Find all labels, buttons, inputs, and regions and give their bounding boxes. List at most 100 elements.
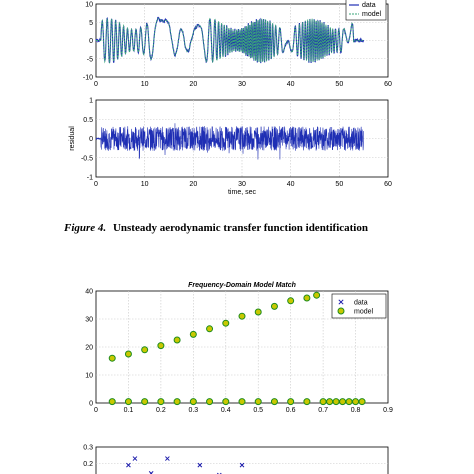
- y-tick-label: 0: [89, 401, 93, 408]
- y-tick-label: 0.5: [83, 117, 93, 124]
- model-marker: [108, 398, 116, 406]
- legend-model-label: model: [362, 11, 382, 18]
- y-tick-label: 0.2: [83, 461, 93, 468]
- series-residual-line: [95, 123, 364, 160]
- data-marker-stroke: [197, 462, 203, 468]
- y-tick-label: 40: [85, 289, 93, 296]
- model-marker: [206, 325, 214, 333]
- model-marker: [157, 342, 165, 350]
- x-tick-label: 0.2: [156, 407, 166, 414]
- y-tick-label: 5: [89, 20, 93, 27]
- x-tick-label: 0: [94, 81, 98, 88]
- y-tick-label: 0: [89, 38, 93, 45]
- model-marker: [189, 398, 197, 406]
- model-marker: [124, 350, 132, 358]
- data-marker-stroke: [165, 456, 170, 461]
- x-tick-label: 50: [335, 181, 343, 188]
- y-tick-label: -5: [87, 56, 93, 63]
- x-tick-label: 0.6: [286, 407, 296, 414]
- x-tick-label: 50: [335, 81, 343, 88]
- model-marker: [303, 294, 311, 302]
- chart-residual: 0 10 20 30 40 50 60 1 0.5 0 -0.5 -1 time, sec residua…: [69, 98, 392, 197]
- model-marker: [238, 312, 246, 320]
- x-tick-label: 0.5: [253, 407, 263, 414]
- y-tick-label: 20: [85, 345, 93, 352]
- legend-data-label: data: [362, 2, 376, 9]
- y-tick-label: -10: [83, 75, 93, 82]
- y-tick-label: 0: [89, 136, 93, 143]
- legend-data-label: data: [354, 300, 368, 307]
- model-marker: [313, 291, 321, 299]
- figure-caption-text: Unsteady aerodynamic transfer function i…: [113, 222, 368, 234]
- legend-model-label: model: [354, 309, 374, 316]
- x-tick-label: 0.4: [221, 407, 231, 414]
- model-marker: [287, 398, 295, 406]
- model-marker: [238, 398, 246, 406]
- model-marker: [189, 330, 197, 338]
- model-marker: [332, 398, 340, 406]
- x-tick-label: 0.3: [188, 407, 198, 414]
- y-tick-label: 10: [85, 2, 93, 9]
- model-marker: [173, 336, 181, 344]
- model-marker: [222, 319, 230, 327]
- model-marker: [287, 297, 295, 305]
- x-tick-label: 10: [141, 81, 149, 88]
- chart-title: Frequency-Domain Model Match: [188, 282, 296, 289]
- model-marker: [339, 398, 347, 406]
- data-marker: [197, 462, 203, 468]
- model-marker: [319, 398, 327, 406]
- figure-caption-label: Figure 4.: [63, 222, 106, 234]
- data-marker: [239, 462, 245, 468]
- x-tick-label: 20: [189, 81, 197, 88]
- data-marker-stroke: [149, 471, 154, 474]
- model-marker: [303, 398, 311, 406]
- model-marker: [270, 398, 278, 406]
- x-tick-label: 40: [287, 81, 295, 88]
- y-tick-label: 1: [89, 98, 93, 105]
- model-marker: [108, 354, 116, 362]
- x-tick-label: 20: [189, 181, 197, 188]
- data-marker: [126, 462, 131, 468]
- model-marker: [141, 398, 149, 406]
- model-marker: [352, 398, 360, 406]
- x-tick-label: 0.7: [318, 407, 328, 414]
- series-model-line: [96, 17, 364, 64]
- data-marker: [148, 471, 154, 474]
- x-tick-label: 0.8: [351, 407, 361, 414]
- x-tick-label: 30: [238, 81, 246, 88]
- y-tick-label: -0.5: [81, 155, 93, 162]
- model-marker: [270, 302, 278, 310]
- model-marker: [254, 398, 262, 406]
- chart-bottom-partial: 0.3 0.2: [83, 445, 389, 474]
- x-tick-label: 30: [238, 181, 246, 188]
- data-marker-stroke: [132, 456, 138, 461]
- x-tick-label: 0.1: [124, 407, 134, 414]
- x-axis-label: time, sec: [228, 189, 257, 196]
- model-marker: [326, 398, 334, 406]
- x-tick-label: 60: [384, 181, 392, 188]
- x-tick-label: 60: [384, 81, 392, 88]
- data-marker: [132, 456, 138, 461]
- model-marker: [157, 398, 165, 406]
- model-marker: [254, 308, 262, 316]
- chart-frequency-domain: 0 0.1 0.2 0.3 0.4 0.5 0.6 0.7 0.8 0.9 40 30 20 10 0 Fre…: [85, 282, 393, 414]
- y-axis-label: residual: [69, 126, 76, 151]
- model-marker: [141, 346, 149, 354]
- model-marker: [124, 398, 132, 406]
- y-tick-label: -1: [87, 175, 93, 182]
- x-tick-label: 10: [141, 181, 149, 188]
- data-marker-stroke: [126, 462, 131, 468]
- x-tick-label: 0.9: [383, 407, 393, 414]
- model-marker: [358, 398, 366, 406]
- model-marker: [345, 398, 353, 406]
- x-tick-label: 40: [287, 181, 295, 188]
- plot-area: [95, 446, 389, 474]
- y-tick-label: 10: [85, 373, 93, 380]
- data-marker-stroke: [239, 462, 245, 468]
- model-marker: [173, 398, 181, 406]
- x-tick-label: 0: [94, 407, 98, 414]
- model-marker: [222, 398, 230, 406]
- y-tick-label: 30: [85, 317, 93, 324]
